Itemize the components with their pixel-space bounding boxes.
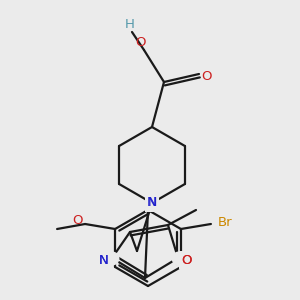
- Text: N: N: [99, 254, 109, 266]
- Text: H: H: [125, 19, 135, 32]
- Text: O: O: [202, 70, 212, 83]
- Text: O: O: [72, 214, 82, 227]
- Text: N: N: [147, 196, 157, 209]
- Text: N: N: [147, 196, 157, 209]
- Text: O: O: [136, 35, 146, 49]
- Text: O: O: [181, 254, 191, 266]
- Text: Br: Br: [218, 215, 232, 229]
- Text: O: O: [181, 254, 191, 266]
- Text: N: N: [99, 254, 109, 266]
